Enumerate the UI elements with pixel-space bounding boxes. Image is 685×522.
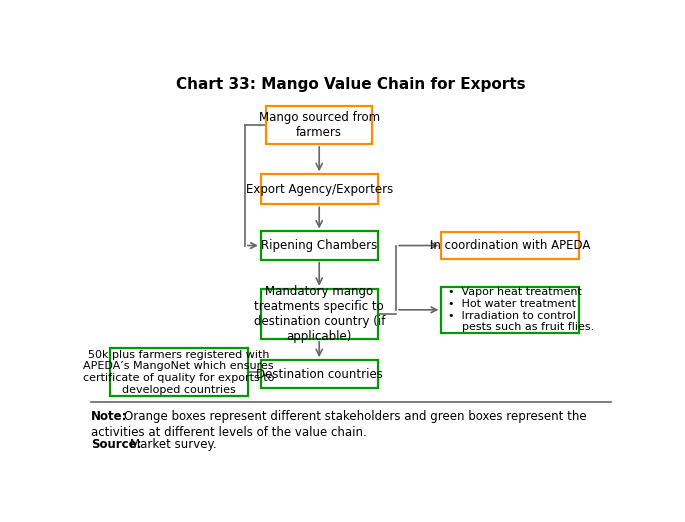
Text: Chart 33: Mango Value Chain for Exports: Chart 33: Mango Value Chain for Exports xyxy=(176,77,526,92)
Text: Source:: Source: xyxy=(91,438,141,452)
Text: In coordination with APEDA: In coordination with APEDA xyxy=(430,239,590,252)
Text: Export Agency/Exporters: Export Agency/Exporters xyxy=(246,183,393,196)
Text: •  Vapor heat treatment
•  Hot water treatment
•  Irradiation to control
    pes: • Vapor heat treatment • Hot water treat… xyxy=(448,288,595,332)
FancyBboxPatch shape xyxy=(266,106,373,144)
Text: Mango sourced from
farmers: Mango sourced from farmers xyxy=(259,111,379,139)
Text: Market survey.: Market survey. xyxy=(129,438,216,452)
FancyBboxPatch shape xyxy=(441,287,580,333)
Text: 50k plus farmers registered with
APEDA’s MangoNet which ensures
certificate of q: 50k plus farmers registered with APEDA’s… xyxy=(83,350,274,395)
FancyBboxPatch shape xyxy=(261,360,377,388)
Text: Ripening Chambers: Ripening Chambers xyxy=(261,239,377,252)
Text: Destination countries: Destination countries xyxy=(256,367,383,381)
FancyBboxPatch shape xyxy=(110,348,247,396)
FancyBboxPatch shape xyxy=(261,289,377,339)
Text: activities at different levels of the value chain.: activities at different levels of the va… xyxy=(91,425,366,438)
Text: Mandatory mango
treatments specific to
destination country (if
applicable): Mandatory mango treatments specific to d… xyxy=(253,285,385,343)
FancyBboxPatch shape xyxy=(261,174,377,204)
FancyBboxPatch shape xyxy=(261,231,377,259)
FancyBboxPatch shape xyxy=(441,232,580,258)
Text: Orange boxes represent different stakeholders and green boxes represent the: Orange boxes represent different stakeho… xyxy=(125,410,587,423)
Text: Note:: Note: xyxy=(91,410,127,423)
